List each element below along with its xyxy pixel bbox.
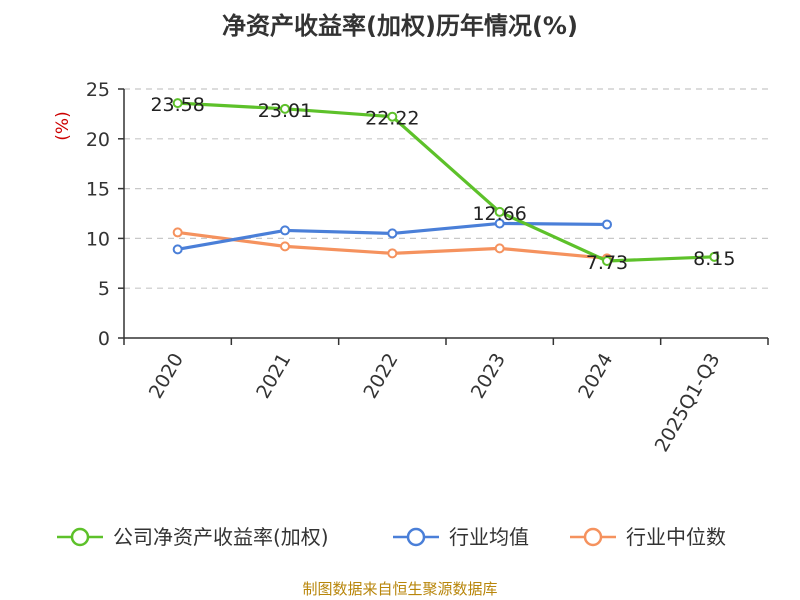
x-tick-label: 2022 bbox=[359, 350, 402, 403]
data-point bbox=[172, 244, 183, 255]
data-point bbox=[602, 219, 612, 230]
legend-swatch-marker bbox=[583, 527, 603, 547]
data-point bbox=[172, 227, 183, 238]
legend-label: 公司净资产收益率(加权) bbox=[113, 525, 329, 549]
legend-item[interactable]: 行业均值 bbox=[393, 525, 529, 549]
x-tick-label: 2024 bbox=[574, 350, 617, 403]
data-point bbox=[494, 243, 505, 254]
data-point bbox=[172, 98, 183, 109]
data-label: 23.01 bbox=[258, 100, 312, 122]
series-lines bbox=[172, 98, 720, 267]
data-point bbox=[387, 228, 398, 239]
x-tick-label: 2021 bbox=[252, 350, 295, 403]
data-label: 7.73 bbox=[586, 252, 628, 274]
source-note: 制图数据来自恒生聚源数据库 bbox=[302, 580, 498, 598]
data-point bbox=[280, 225, 290, 236]
series-line bbox=[177, 101, 715, 263]
x-tick-label: 2020 bbox=[145, 350, 188, 403]
grid-lines bbox=[124, 88, 768, 289]
data-point bbox=[602, 256, 612, 267]
legend-swatch-marker bbox=[70, 527, 90, 547]
legend-item[interactable]: 行业中位数 bbox=[570, 525, 726, 549]
y-tick-label: 10 bbox=[86, 228, 110, 250]
y-tick-label: 0 bbox=[98, 328, 110, 350]
y-tick-label: 25 bbox=[86, 79, 110, 101]
data-point bbox=[280, 241, 290, 252]
data-label: 23.58 bbox=[150, 94, 204, 116]
data-point bbox=[494, 206, 505, 217]
legend: 公司净资产收益率(加权) 行业均值 行业中位数 bbox=[57, 525, 726, 549]
y-tick-label: 15 bbox=[86, 179, 110, 201]
data-point bbox=[280, 103, 290, 114]
x-tick-label: 2025Q1-Q3 bbox=[651, 350, 725, 456]
legend-label: 行业均值 bbox=[449, 525, 529, 549]
y-tick-label: 20 bbox=[86, 129, 110, 151]
legend-label: 行业中位数 bbox=[626, 525, 726, 549]
legend-item[interactable]: 公司净资产收益率(加权) bbox=[57, 525, 329, 549]
y-tick-label: 5 bbox=[98, 278, 110, 300]
data-point bbox=[387, 248, 398, 259]
data-label: 22.22 bbox=[365, 108, 419, 130]
data-point bbox=[709, 251, 720, 262]
data-labels: 23.58 23.01 22.22 12.66 7.73 8.15 bbox=[150, 94, 735, 274]
data-label: 8.15 bbox=[693, 248, 735, 270]
data-point bbox=[387, 111, 398, 122]
chart-title: 净资产收益率(加权)历年情况(%) bbox=[222, 12, 578, 40]
data-label: 12.66 bbox=[472, 203, 526, 225]
x-tick-label: 2023 bbox=[467, 349, 510, 402]
legend-swatch-marker bbox=[406, 527, 426, 547]
axes: 0 5 10 15 20 25 2020 2021 2022 2023 2024 2025Q1-Q3 bbox=[86, 79, 769, 456]
data-point bbox=[494, 218, 505, 229]
y-axis-label: (%) bbox=[53, 111, 73, 140]
